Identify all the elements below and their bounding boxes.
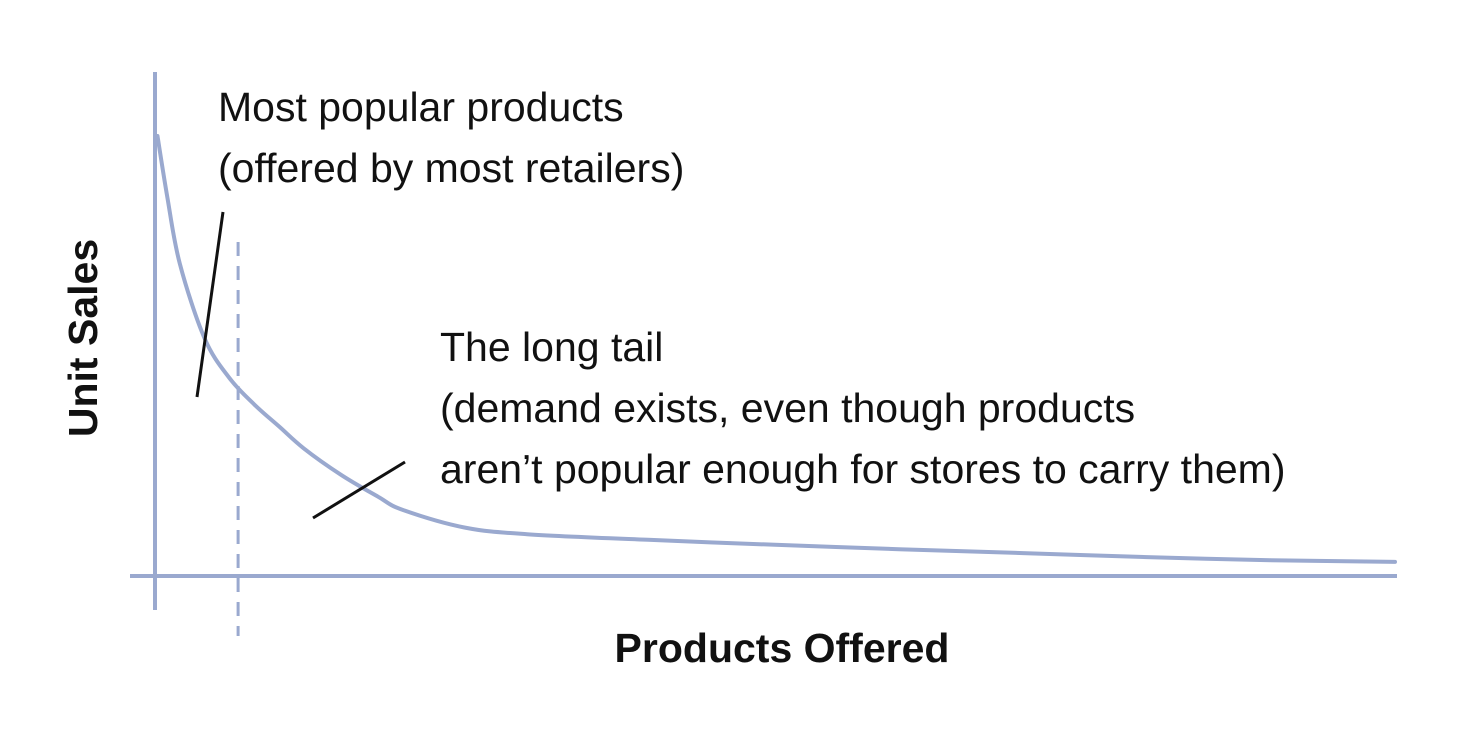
demand-curve	[155, 134, 1397, 564]
popular-annotation-line-2: (offered by most retailers)	[218, 145, 684, 191]
long-tail-annotation-line-2: (demand exists, even though products	[440, 385, 1135, 431]
long-tail-annotation-line-3: aren’t popular enough for stores to carr…	[440, 446, 1286, 492]
popular-leader-line	[195, 211, 225, 398]
long-tail-leader-line	[312, 460, 406, 520]
x-axis-title: Products Offered	[615, 625, 950, 671]
long-tail-annotation-line-1: The long tail	[440, 324, 663, 370]
long-tail-annotation: The long tail (demand exists, even thoug…	[440, 324, 1286, 492]
popular-annotation: Most popular products (offered by most r…	[218, 84, 684, 191]
y-axis-title: Unit Sales	[60, 239, 106, 437]
popular-annotation-line-1: Most popular products	[218, 84, 624, 130]
